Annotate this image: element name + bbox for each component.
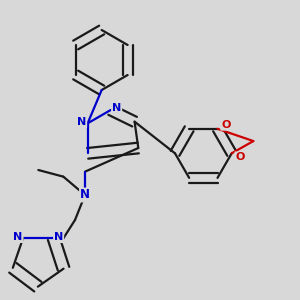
Text: N: N — [14, 232, 23, 242]
Text: N: N — [77, 117, 86, 127]
Text: O: O — [221, 120, 230, 130]
Text: N: N — [54, 232, 63, 242]
Text: N: N — [112, 103, 121, 113]
Text: N: N — [80, 188, 90, 202]
Text: O: O — [235, 152, 245, 162]
